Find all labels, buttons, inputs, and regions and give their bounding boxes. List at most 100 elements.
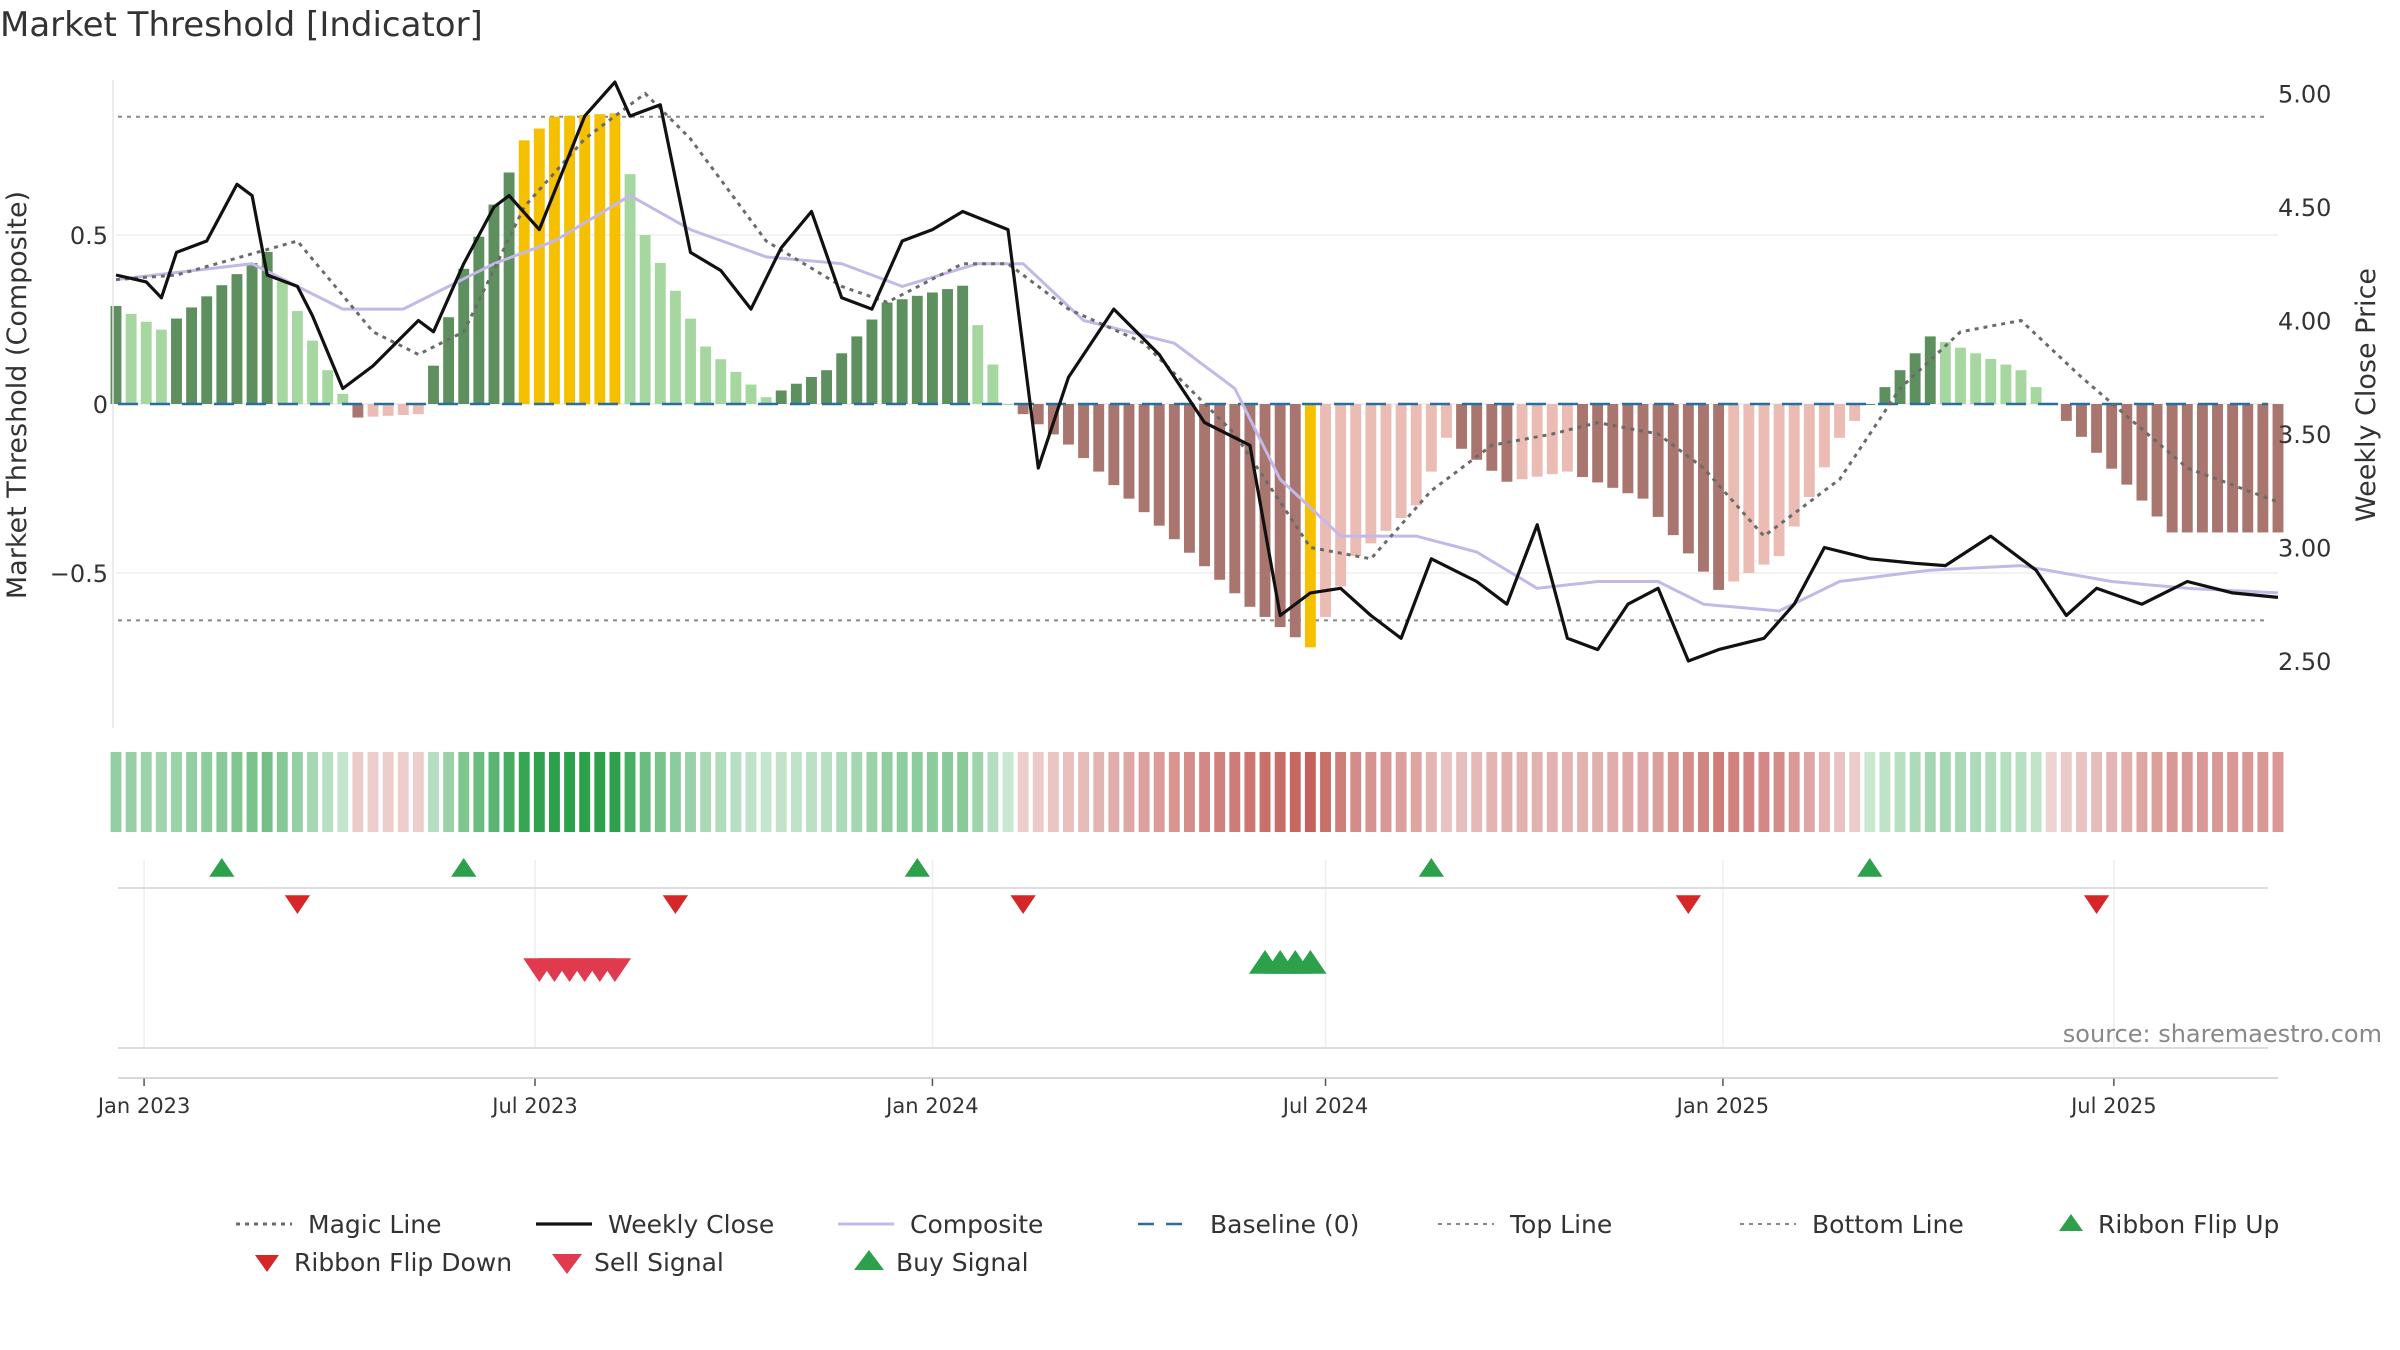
ribbon-cell bbox=[1985, 752, 1997, 832]
ribbon-cell bbox=[382, 752, 394, 832]
x-tick-label: Jul 2024 bbox=[1281, 1094, 1368, 1118]
composite-bar bbox=[1229, 404, 1241, 594]
ribbon-cell bbox=[1108, 752, 1120, 832]
ribbon-cell bbox=[1093, 752, 1105, 832]
composite-bar bbox=[609, 113, 621, 404]
composite-bar bbox=[715, 359, 727, 404]
composite-bar bbox=[503, 172, 515, 404]
ribbon-cell bbox=[2181, 752, 2193, 832]
ribbon-cell bbox=[1335, 752, 1347, 832]
composite-bar bbox=[1365, 404, 1377, 544]
composite-bar bbox=[2257, 404, 2269, 533]
ribbon-cell bbox=[715, 752, 727, 832]
composite-bar bbox=[987, 364, 999, 404]
composite-bar bbox=[760, 397, 772, 404]
composite-bar bbox=[201, 296, 213, 404]
composite-bar bbox=[2166, 404, 2178, 533]
ribbon-cell bbox=[957, 752, 969, 832]
ribbon-cell bbox=[1788, 752, 1800, 832]
composite-bar bbox=[1380, 404, 1392, 531]
composite-bar bbox=[836, 353, 848, 404]
composite-bar bbox=[2121, 404, 2133, 485]
legend-label: Sell Signal bbox=[594, 1248, 724, 1277]
composite-bar bbox=[2151, 404, 2163, 517]
composite-bar bbox=[1320, 404, 1331, 617]
ribbon-flip-down-marker bbox=[1675, 895, 1702, 914]
composite-bar bbox=[1304, 404, 1316, 648]
composite-bar bbox=[2272, 404, 2284, 533]
ribbon-cell bbox=[322, 752, 334, 832]
ribbon-cell bbox=[1607, 752, 1619, 832]
composite-bar bbox=[1395, 404, 1407, 519]
ribbon-cell bbox=[2272, 752, 2284, 832]
composite-bar bbox=[926, 292, 938, 404]
composite-bar bbox=[291, 311, 303, 404]
ribbon-cell bbox=[2212, 752, 2223, 832]
composite-bar bbox=[1849, 404, 1861, 421]
ribbon-cell bbox=[2257, 752, 2269, 832]
ribbon-cell bbox=[1713, 752, 1725, 832]
ribbon-cell bbox=[367, 752, 379, 832]
grid-layer bbox=[116, 115, 2278, 1048]
composite-bar bbox=[957, 285, 969, 404]
composite-bar bbox=[1289, 404, 1301, 638]
ribbon-cell bbox=[1259, 752, 1271, 832]
composite-bar bbox=[1199, 404, 1211, 567]
ribbon-cell bbox=[942, 752, 953, 832]
composite-bar bbox=[1501, 404, 1513, 482]
composite-bar bbox=[1168, 404, 1180, 540]
composite-bar bbox=[1879, 387, 1891, 404]
composite-bar bbox=[1138, 404, 1150, 513]
composite-bar bbox=[1985, 358, 1997, 404]
legend-item-composite: Composite bbox=[838, 1210, 1043, 1239]
composite-bar bbox=[367, 404, 379, 417]
ribbon-cell bbox=[821, 752, 833, 832]
composite-bar bbox=[140, 321, 152, 404]
ribbon-cell bbox=[1244, 752, 1256, 832]
composite-bar bbox=[1818, 404, 1830, 468]
composite-bar bbox=[821, 370, 833, 404]
composite-bar bbox=[412, 404, 424, 415]
ribbon-cell bbox=[1183, 752, 1195, 832]
composite-bar bbox=[1592, 404, 1604, 483]
ribbon-strip bbox=[110, 752, 2284, 832]
y-axis-label: Market Threshold (Composite) bbox=[2, 191, 33, 599]
ribbon-cell bbox=[1939, 752, 1951, 832]
ribbon-cell bbox=[140, 752, 152, 832]
composite-bar bbox=[942, 289, 953, 404]
composite-bar bbox=[1546, 404, 1558, 475]
ribbon-cell bbox=[1531, 752, 1543, 832]
ribbon-cell bbox=[1849, 752, 1861, 832]
composite-bar bbox=[110, 305, 122, 404]
composite-bar bbox=[1667, 404, 1679, 536]
ribbon-cell bbox=[1471, 752, 1483, 832]
composite-bar bbox=[322, 370, 334, 404]
ribbon-cell bbox=[216, 752, 228, 832]
legend-item-flipdown: Ribbon Flip Down bbox=[255, 1248, 512, 1277]
composite-bar bbox=[1456, 404, 1468, 449]
ribbon-cell bbox=[291, 752, 303, 832]
composite-bar bbox=[1259, 404, 1271, 617]
composite-bar bbox=[1425, 404, 1437, 472]
composite-bar bbox=[1093, 404, 1105, 472]
ribbon-cell bbox=[1365, 752, 1377, 832]
composite-bar bbox=[1773, 404, 1785, 557]
composite-bar bbox=[1652, 404, 1664, 517]
ribbon-cell bbox=[836, 752, 848, 832]
composite-bar bbox=[533, 128, 545, 404]
ribbon-cell bbox=[307, 752, 318, 832]
ribbon-cell bbox=[1864, 752, 1876, 832]
ribbon-cell bbox=[458, 752, 470, 832]
ribbon-cell bbox=[1637, 752, 1649, 832]
composite-bar bbox=[337, 393, 349, 404]
ribbon-cell bbox=[639, 752, 651, 832]
ribbon-cell bbox=[881, 752, 893, 832]
ribbon-cell bbox=[2060, 752, 2072, 832]
ribbon-cell bbox=[397, 752, 409, 832]
ribbon-cell bbox=[1652, 752, 1664, 832]
y2-tick-label: 4.00 bbox=[2278, 307, 2331, 335]
composite-bar bbox=[2060, 404, 2072, 421]
composite-bar bbox=[1637, 404, 1649, 499]
ribbon-cell bbox=[624, 752, 636, 832]
buy-signal-marker bbox=[1294, 950, 1327, 974]
